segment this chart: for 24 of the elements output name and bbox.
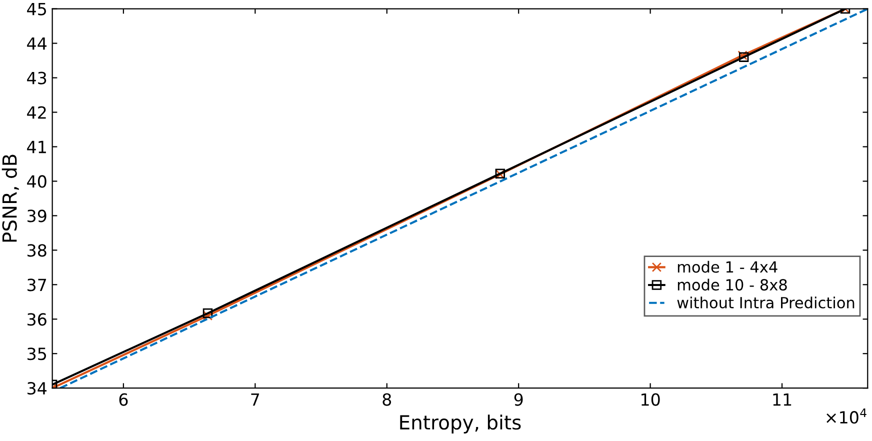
x-tick-label: 9 xyxy=(514,393,523,406)
y-tick-label: 37 xyxy=(28,278,46,292)
y-tick-label: 41 xyxy=(27,140,46,154)
y-tick-label: 44 xyxy=(27,37,47,50)
y-tick-label: 45 xyxy=(27,3,46,16)
y-tick-label: 38 xyxy=(28,244,46,257)
y-tick-label: 34 xyxy=(28,382,47,395)
y-tick-label: 39 xyxy=(28,210,46,222)
x-tick-label: 6 xyxy=(119,393,128,406)
x-axis-title: Entropy, bits xyxy=(400,414,521,434)
y-tick-label: 43 xyxy=(27,72,46,84)
y-tick-label: 40 xyxy=(27,175,46,188)
legend-label: mode 10 - 8x8 xyxy=(678,278,787,291)
y-tick-label: 42 xyxy=(27,106,46,119)
x-tick-label: 11 xyxy=(773,393,792,406)
legend-label: without Intra Prediction xyxy=(677,296,854,308)
y-axis-title: PSNR, dB xyxy=(2,154,19,242)
y-tick-label: 36 xyxy=(28,313,46,326)
x-tick-label: 7 xyxy=(251,393,260,406)
x-tick-label: 10 xyxy=(642,393,660,406)
text: ×10$^{4}$ xyxy=(826,408,866,424)
y-tick-label: 35 xyxy=(28,348,46,360)
x-tick-label: 8 xyxy=(382,393,392,406)
legend-label: mode 1 - 4x4 xyxy=(678,260,778,273)
